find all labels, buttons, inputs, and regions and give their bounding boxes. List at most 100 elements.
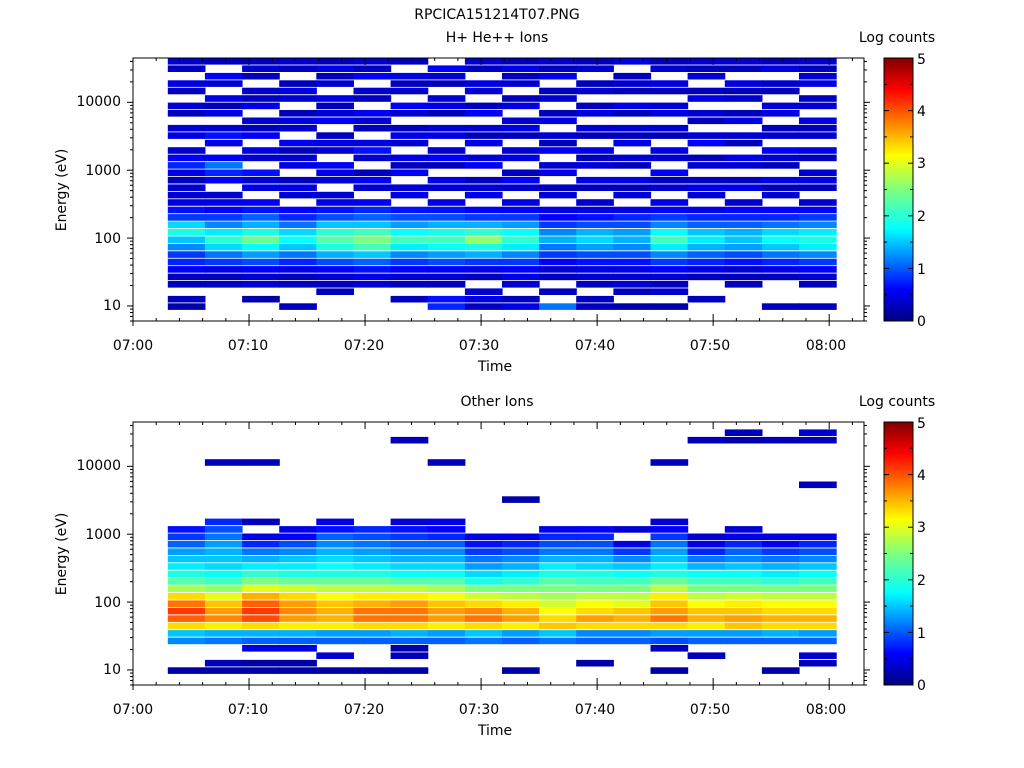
- heatmap-cell: [502, 578, 540, 585]
- heatmap-cell: [576, 540, 614, 548]
- heatmap-cell: [761, 206, 800, 214]
- heatmap-cell: [427, 637, 466, 645]
- heatmap-cell: [242, 593, 280, 600]
- heatmap-cell: [502, 199, 540, 206]
- heatmap-cell: [316, 600, 354, 607]
- heatmap-cell: [576, 555, 614, 563]
- heatmap-cell: [353, 615, 392, 622]
- heatmap-cell: [724, 622, 763, 630]
- heatmap-cell: [279, 585, 317, 593]
- heatmap-cell: [539, 593, 577, 600]
- heatmap-cell: [761, 585, 800, 593]
- heatmap-cell: [167, 176, 206, 184]
- heatmap-cell: [279, 570, 317, 578]
- heatmap-cell: [427, 303, 466, 310]
- heatmap-cell: [799, 206, 837, 214]
- heatmap-cell: [204, 132, 243, 139]
- heatmap-cell: [799, 266, 837, 273]
- heatmap-cell: [279, 206, 317, 214]
- heatmap-cell: [353, 65, 392, 72]
- heatmap-cell: [539, 526, 577, 533]
- heatmap-cell: [204, 578, 243, 585]
- heatmap-cell: [687, 630, 726, 637]
- heatmap-cell: [687, 132, 726, 139]
- heatmap-cell: [687, 652, 726, 659]
- x-axis: 07:00 07:10 07:20 07:30 07:40 07:50 08:0…: [113, 422, 853, 739]
- heatmap-cell: [427, 281, 466, 288]
- heatmap-cell: [316, 637, 354, 645]
- heatmap-cell: [724, 206, 763, 214]
- heatmap-cell: [316, 273, 354, 281]
- heatmap-cell: [204, 563, 243, 570]
- heatmap-cell: [279, 667, 317, 674]
- heatmap-cell: [761, 622, 800, 630]
- heatmap-cell: [761, 436, 800, 444]
- x-tick-label: 07:50: [690, 338, 730, 354]
- heatmap-cell: [539, 548, 577, 555]
- heatmap-cell: [242, 214, 280, 221]
- heatmap-cell: [204, 570, 243, 578]
- heatmap-cell: [761, 221, 800, 229]
- heatmap-cell: [502, 570, 540, 578]
- heatmap-cell: [724, 570, 763, 578]
- heatmap-cell: [613, 622, 652, 630]
- heatmap-cell: [279, 540, 317, 548]
- heatmap-cell: [316, 555, 354, 563]
- heatmap-cell: [799, 65, 837, 72]
- heatmap-cell: [761, 303, 800, 310]
- heatmap-cell: [167, 258, 206, 266]
- heatmap-cell: [204, 102, 243, 110]
- heatmap-cell: [427, 518, 466, 526]
- heatmap-cell: [353, 236, 392, 243]
- heatmap-cell: [502, 214, 540, 221]
- heatmap-cell: [316, 132, 354, 139]
- heatmap-cell: [167, 273, 206, 281]
- heatmap-cell: [427, 548, 466, 555]
- heatmap-cell: [724, 533, 763, 541]
- heatmap-cell: [724, 87, 763, 95]
- heatmap-cell: [539, 132, 577, 139]
- heatmap-cell: [613, 585, 652, 593]
- heatmap-cell: [687, 548, 726, 555]
- heatmap-cell: [316, 162, 354, 169]
- heatmap-cell: [761, 102, 800, 110]
- heatmap-cell: [687, 184, 726, 191]
- heatmap-cell: [724, 184, 763, 191]
- heatmap-cell: [316, 526, 354, 533]
- heatmap-cell: [167, 221, 206, 229]
- heatmap-cell: [539, 303, 577, 310]
- heatmap-cell: [761, 214, 800, 221]
- heatmap-cell: [650, 206, 689, 214]
- heatmap-cell: [502, 132, 540, 139]
- heatmap-cell: [687, 637, 726, 645]
- heatmap-cell: [761, 251, 800, 258]
- heatmap-cell: [502, 258, 540, 266]
- heatmap-cell: [502, 58, 540, 65]
- heatmap-cell: [464, 295, 503, 303]
- x-tick-label: 08:00: [806, 338, 846, 354]
- heatmap-cell: [316, 243, 354, 251]
- heatmap-cell: [353, 570, 392, 578]
- heatmap-cell: [390, 273, 429, 281]
- heatmap-cell: [167, 87, 206, 95]
- heatmap-cell: [687, 154, 726, 162]
- heatmap-cell: [687, 214, 726, 221]
- heatmap-cell: [613, 206, 652, 214]
- y-tick-label: 10000: [76, 458, 121, 474]
- heatmap-cell: [464, 303, 503, 310]
- heatmap-cell: [799, 80, 837, 87]
- heatmap-cell: [799, 548, 837, 555]
- heatmap-cell: [613, 236, 652, 243]
- heatmap-cell: [390, 184, 429, 191]
- heatmap-cell: [279, 615, 317, 622]
- heatmap-cell: [353, 176, 392, 184]
- heatmap-cell: [613, 615, 652, 622]
- heatmap-cells: [167, 58, 837, 310]
- y-tick-label: 1000: [85, 163, 121, 179]
- heatmap-cell: [242, 600, 280, 607]
- heatmap-cell: [650, 110, 689, 117]
- heatmap-cell: [724, 214, 763, 221]
- heatmap-cell: [279, 555, 317, 563]
- heatmap-cell: [687, 436, 726, 444]
- heatmap-cell: [204, 533, 243, 541]
